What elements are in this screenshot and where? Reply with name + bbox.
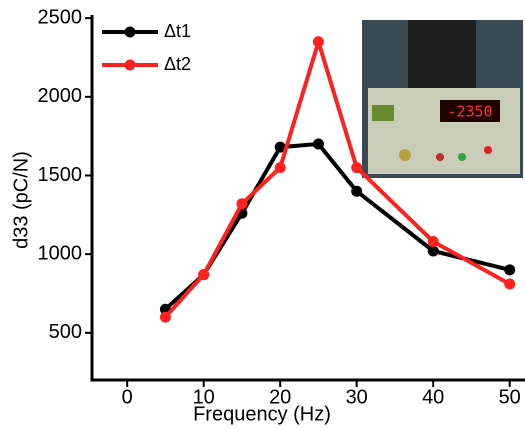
x-tick-label: 10 [193, 386, 215, 408]
data-point [274, 141, 286, 153]
data-point [274, 162, 286, 174]
y-tick-label: 500 [49, 321, 82, 343]
inset-button [372, 105, 394, 121]
x-tick-label: 20 [269, 386, 291, 408]
data-point [351, 162, 363, 174]
inset-display-text: -2350 [447, 103, 492, 121]
inset-knob [399, 149, 411, 161]
data-point [159, 311, 171, 323]
y-tick-label: 2500 [38, 6, 83, 28]
data-point [504, 278, 516, 290]
inset-led [436, 153, 444, 161]
legend-label: Δt1 [164, 21, 191, 41]
data-point [351, 185, 363, 197]
x-axis-label: Frequency (Hz) [193, 403, 331, 425]
data-point [312, 138, 324, 150]
data-point [427, 236, 439, 248]
inset-cylinder [408, 20, 476, 90]
y-tick-label: 1000 [38, 242, 83, 264]
x-tick-label: 50 [499, 386, 521, 408]
data-point [427, 245, 439, 257]
legend-label: Δt2 [164, 54, 191, 74]
legend-marker [124, 26, 136, 38]
y-tick-label: 2000 [38, 85, 83, 107]
series-line [163, 39, 511, 319]
x-tick-label: 30 [346, 386, 368, 408]
x-tick-label: 0 [122, 386, 133, 408]
data-point [312, 36, 324, 48]
data-point [236, 198, 248, 210]
data-point [504, 264, 516, 276]
x-tick-label: 40 [422, 386, 444, 408]
inset-led [484, 146, 492, 154]
inset-led [458, 153, 466, 161]
data-point [198, 269, 210, 281]
legend-marker [124, 59, 136, 71]
y-axis-label: d33 (pC/N) [10, 151, 32, 249]
y-tick-label: 1500 [38, 164, 83, 186]
inset-display [440, 100, 500, 122]
inset-photo: -2350 [362, 20, 523, 178]
